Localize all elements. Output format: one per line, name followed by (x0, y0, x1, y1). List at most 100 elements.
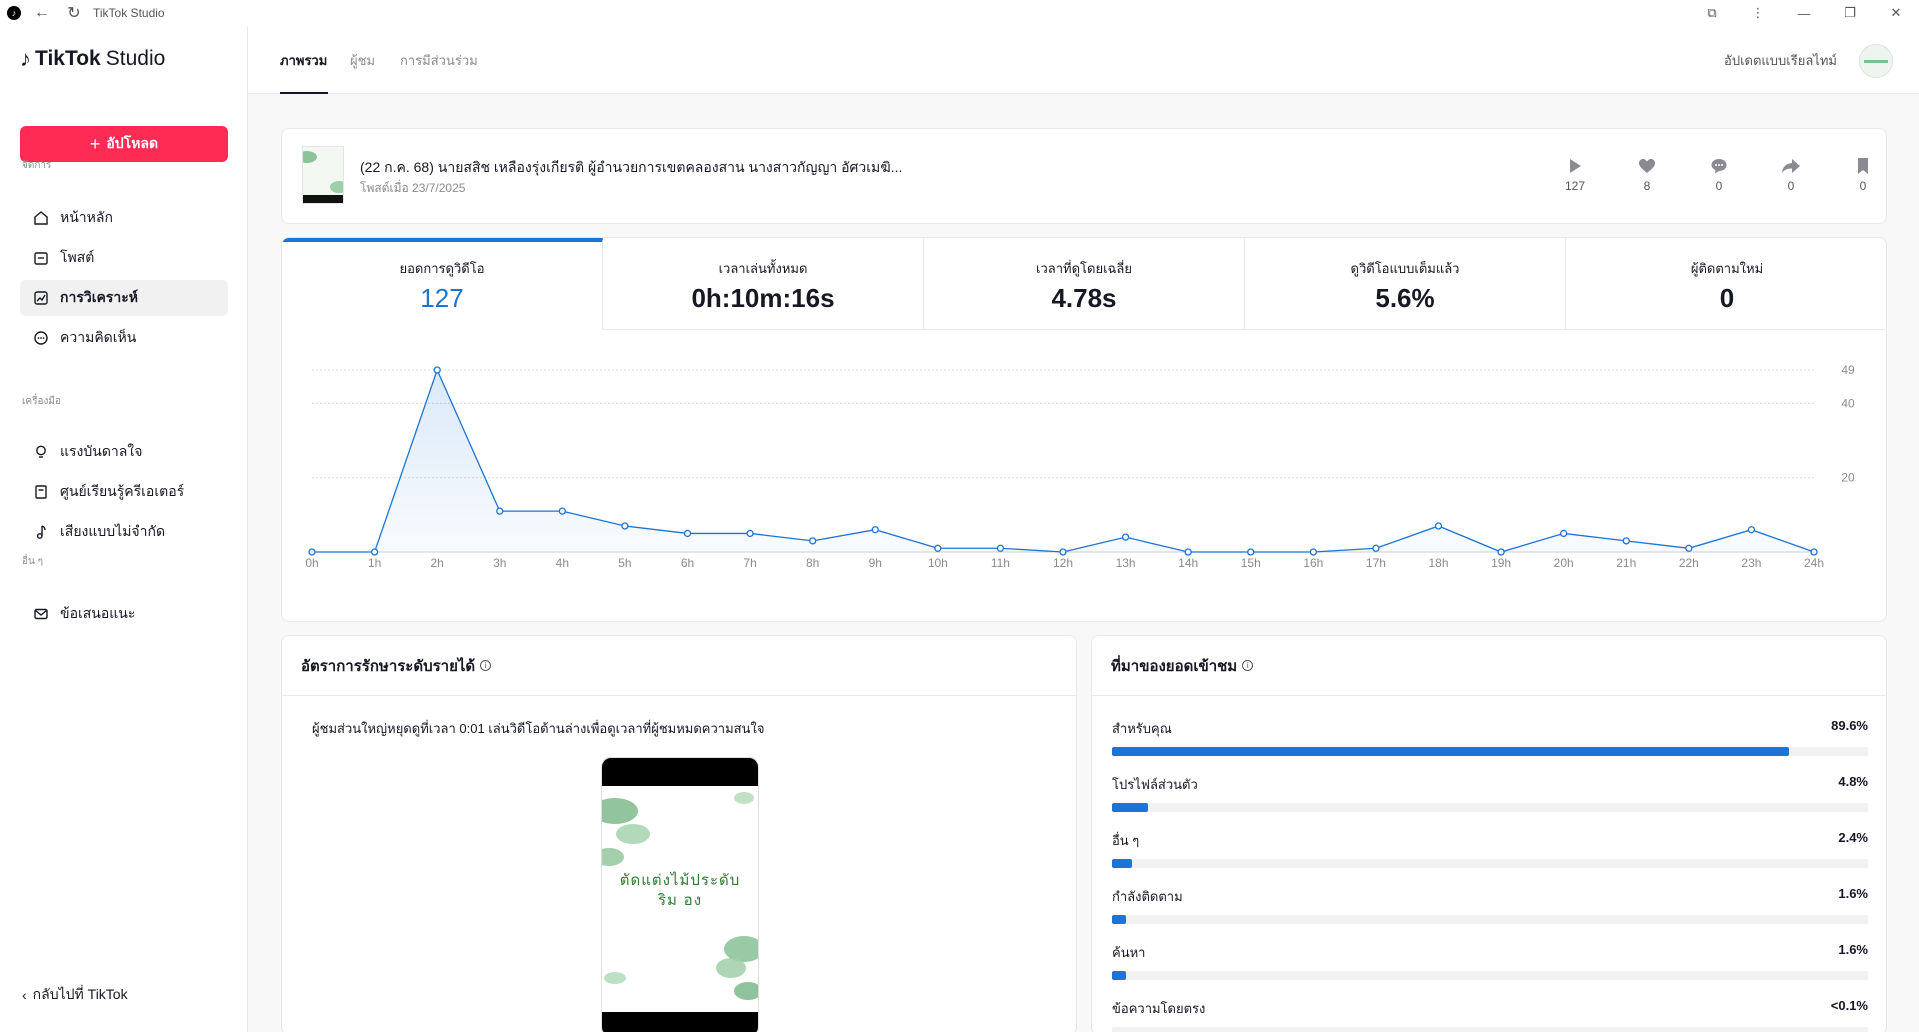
more-options-icon[interactable]: ⋮ (1751, 5, 1765, 20)
data-point[interactable] (871, 526, 879, 534)
back-to-tiktok-link[interactable]: ‹ กลับไปที่ TikTok (22, 984, 128, 1006)
data-point[interactable] (1747, 526, 1756, 534)
restore-button[interactable]: ❐ (1844, 5, 1856, 20)
sidebar-item-posts[interactable]: โพสต์ (20, 240, 228, 276)
data-point[interactable] (683, 529, 692, 538)
data-point[interactable] (1497, 548, 1505, 556)
data-point[interactable] (1622, 537, 1630, 545)
sidebar-item-label: โพสต์ (60, 249, 95, 265)
data-point[interactable] (1184, 548, 1192, 556)
sidebar-item-unlimited-sounds[interactable]: เสียงแบบไม่จำกัด (20, 514, 228, 550)
data-point[interactable] (558, 507, 566, 515)
metric-watched-full-video[interactable]: ดูวิดีโอแบบเต็มแล้ว 5.6% (1245, 238, 1566, 330)
data-point[interactable] (1685, 544, 1693, 552)
info-icon[interactable]: i (480, 660, 492, 671)
sidebar-item-feedback[interactable]: ข้อเสนอแนะ (20, 596, 228, 632)
back-link-label: กลับไปที่ TikTok (32, 986, 128, 1002)
data-point[interactable] (496, 507, 504, 515)
tab-engagement[interactable]: การมีส่วนร่วม (400, 53, 478, 68)
metric-total-play-time[interactable]: เวลาเล่นทั้งหมด 0h:10m:16s (603, 238, 924, 330)
sidebar-item-comments[interactable]: ความคิดเห็น (20, 320, 228, 356)
video-preview-player[interactable]: ตัดแต่งไม้ประดับ ริม อง (601, 757, 759, 1032)
data-point[interactable] (1059, 548, 1067, 556)
video-info-card: (22 ก.ค. 68) นายสสิช เหลืองรุ่งเกียรติ ผ… (281, 128, 1887, 224)
data-point[interactable] (1247, 548, 1255, 556)
upload-label: อัปโหลด (106, 135, 159, 151)
sidebar-item-inspiration[interactable]: แรงบันดาลใจ (20, 434, 228, 470)
data-point[interactable] (308, 548, 316, 556)
x-tick-label: 6h (681, 556, 694, 570)
minimize-button[interactable]: — (1797, 5, 1811, 21)
traffic-source-card: ที่มาของยอดเข้าชม i สำหรับคุณ 89.6% โปรไฟ… (1091, 635, 1887, 1032)
extensions-icon[interactable]: ⧉ (1707, 5, 1717, 20)
metrics-card: ยอดการดูวิดีโอ 127 เวลาเล่นทั้งหมด 0h:10… (281, 237, 1887, 622)
source-bar-track (1112, 859, 1868, 868)
x-tick-label: 2h (430, 556, 443, 570)
data-point[interactable] (370, 548, 379, 556)
stat-saves: 0 (1843, 155, 1883, 193)
source-bar-track (1112, 803, 1868, 812)
data-point[interactable] (1309, 548, 1317, 556)
data-point[interactable] (1121, 533, 1130, 541)
x-tick-label: 15h (1241, 556, 1261, 570)
retention-title: อัตราการรักษาระดับรายได้ (301, 657, 476, 675)
x-tick-label: 19h (1491, 556, 1511, 570)
traffic-source-header: ที่มาของยอดเข้าชม i (1092, 636, 1886, 696)
brand-logo[interactable]: ♪ TikTok Studio (20, 46, 165, 72)
video-title: (22 ก.ค. 68) นายสสิช เหลืองรุ่งเกียรติ ผ… (360, 159, 903, 175)
retention-description: ผู้ชมส่วนใหญ่หยุดดูที่เวลา 0:01 เล่นวิดี… (312, 721, 765, 736)
source-row-other: อื่น ๆ 2.4% (1112, 830, 1868, 868)
sidebar-item-label: แรงบันดาลใจ (60, 443, 143, 459)
metric-new-followers[interactable]: ผู้ติดตามใหม่ 0 (1566, 238, 1886, 330)
sidebar-item-analytics[interactable]: การวิเคราะห์ (20, 280, 228, 316)
tab-overview[interactable]: ภาพรวม (280, 53, 328, 68)
close-button[interactable]: ✕ (1890, 5, 1902, 20)
sidebar-item-creator-academy[interactable]: ศูนย์เรียนรู้ครีเอเตอร์ (20, 474, 228, 510)
info-icon[interactable]: i (1242, 660, 1254, 671)
x-tick-label: 10h (928, 556, 948, 570)
video-thumbnail[interactable] (302, 146, 344, 204)
stat-views: 127 (1555, 155, 1595, 193)
x-tick-label: 20h (1554, 556, 1574, 570)
data-point[interactable] (809, 537, 817, 545)
y-tick-label: 49 (1841, 363, 1855, 377)
data-point[interactable] (746, 529, 754, 538)
data-point[interactable] (1434, 522, 1443, 530)
preview-caption: ตัดแต่งไม้ประดับ ริม อง (619, 871, 741, 909)
y-tick-label: 40 (1841, 396, 1855, 410)
metric-video-views[interactable]: ยอดการดูวิดีโอ 127 (282, 238, 603, 330)
play-icon (1555, 155, 1595, 177)
data-point[interactable] (934, 544, 942, 552)
x-tick-label: 5h (618, 556, 631, 570)
window-titlebar: ♪ ← ↻ TikTok Studio ⧉ ⋮ — ❐ ✕ (0, 0, 1919, 26)
tiktok-note-icon: ♪ (20, 46, 31, 71)
sidebar-item-home[interactable]: หน้าหลัก (20, 200, 228, 236)
data-point[interactable] (1560, 529, 1568, 538)
source-row-direct-message: ข้อความโดยตรง <0.1% (1112, 998, 1868, 1032)
section-label-manage: จัดการ (22, 160, 52, 171)
data-point[interactable] (1372, 544, 1380, 552)
lightbulb-icon (32, 443, 50, 461)
traffic-source-title: ที่มาของยอดเข้าชม (1111, 657, 1238, 675)
heart-icon (1627, 155, 1667, 177)
data-point[interactable] (996, 544, 1005, 552)
data-point[interactable] (621, 522, 629, 530)
video-posted-date: โพสต์เมื่อ 23/7/2025 (360, 181, 466, 195)
views-area (312, 370, 1814, 552)
analytics-icon (32, 289, 50, 307)
data-point[interactable] (1810, 548, 1818, 556)
realtime-update-label: อัปเดตแบบเรียลไทม์ (1724, 53, 1837, 68)
retention-header: อัตราการรักษาระดับรายได้ i (282, 636, 1076, 696)
upload-button[interactable]: + อัปโหลด (20, 126, 228, 162)
data-point[interactable] (433, 366, 441, 374)
avatar[interactable] (1859, 44, 1893, 78)
refresh-icon[interactable]: ↻ (67, 5, 81, 22)
brand-suffix: Studio (105, 47, 166, 70)
metric-average-watch-time[interactable]: เวลาที่ดูโดยเฉลี่ย 4.78s (924, 238, 1245, 330)
back-arrow-icon[interactable]: ← (34, 4, 50, 21)
tab-viewers[interactable]: ผู้ชม (350, 53, 376, 68)
x-tick-label: 14h (1178, 556, 1198, 570)
source-bar-track (1112, 747, 1868, 756)
active-tab-indicator (280, 92, 328, 94)
x-tick-label: 24h (1804, 556, 1824, 570)
